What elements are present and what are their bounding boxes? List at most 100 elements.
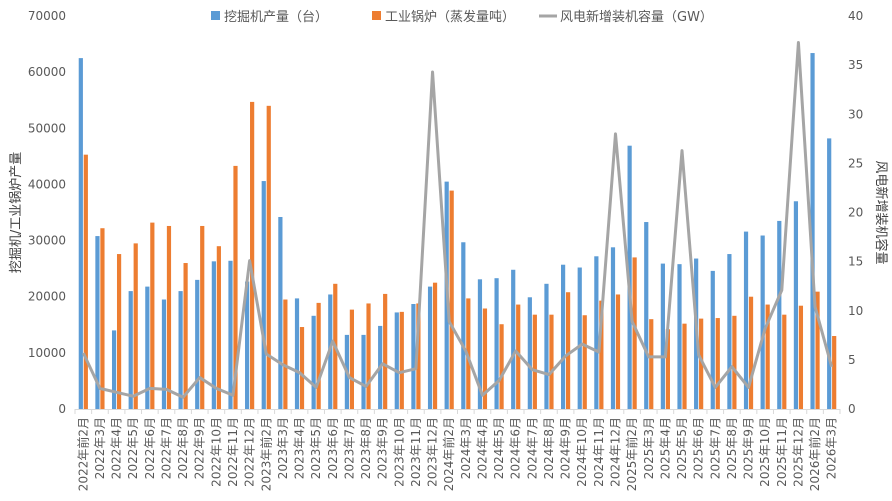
bar-boiler xyxy=(715,318,720,409)
x-tick-label: 2022年前2月 xyxy=(75,417,90,491)
bar-excavator xyxy=(228,260,233,409)
x-axis: 2022年前2月 2022年3月 2022年4月 2022年5月 2022年6月 2022… xyxy=(74,409,841,491)
right-tick-label: 30 xyxy=(848,107,863,121)
x-tick-label: 2024年9月 xyxy=(559,417,573,479)
right-tick-label: 35 xyxy=(848,58,863,72)
bar-boiler xyxy=(615,294,621,409)
bar-boiler xyxy=(100,228,105,409)
x-tick-label: 2025年7月 xyxy=(708,417,722,479)
bar-boiler xyxy=(316,302,321,409)
bar-excavator xyxy=(161,299,167,409)
bar-boiler xyxy=(549,314,554,409)
x-tick-label: 2022年8月 xyxy=(176,417,190,479)
right-tick-label: 25 xyxy=(848,156,863,170)
bar-excavator xyxy=(427,286,433,409)
bar-excavator xyxy=(577,267,582,409)
x-tick-label: 2025年10月 xyxy=(758,417,772,487)
left-tick-label: 0 xyxy=(58,402,66,416)
x-tick-label: 2024年前2月 xyxy=(441,417,456,491)
bar-boiler xyxy=(748,296,754,409)
x-tick-label: 2022年11月 xyxy=(226,417,240,487)
x-tick-label: 2022年3月 xyxy=(93,417,107,479)
x-tick-label: 2022年10月 xyxy=(209,417,223,487)
bar-excavator xyxy=(644,222,649,409)
x-tick-label: 2025年6月 xyxy=(692,417,706,479)
bar-excavator xyxy=(261,181,266,409)
bar-boiler xyxy=(632,257,637,409)
bar-boiler xyxy=(499,324,504,409)
bar-excavator xyxy=(793,201,799,409)
bar-boiler xyxy=(832,336,837,409)
bar-boiler xyxy=(383,293,388,409)
bar-excavator xyxy=(494,278,499,409)
bar-excavator xyxy=(810,53,815,410)
bar-excavator xyxy=(245,281,250,409)
x-tick-label: 2023年9月 xyxy=(376,417,390,479)
left-tick-label: 70000 xyxy=(28,9,66,23)
x-tick-label: 2023年3月 xyxy=(276,417,290,479)
right-tick-label: 0 xyxy=(848,402,856,416)
bar-excavator xyxy=(195,279,200,409)
bar-excavator xyxy=(677,264,682,409)
x-tick-label: 2023年8月 xyxy=(359,417,373,479)
bar-boiler xyxy=(349,309,354,409)
bar-excavator xyxy=(660,263,665,409)
x-tick-label: 2023年前2月 xyxy=(258,417,273,491)
x-tick-label: 2025年3月 xyxy=(642,417,656,479)
x-tick-label: 2022年6月 xyxy=(143,417,157,479)
x-tick-label: 2024年7月 xyxy=(525,417,539,479)
right-tick-label: 5 xyxy=(848,353,856,367)
x-tick-label: 2023年6月 xyxy=(326,417,340,479)
left-axis-title: 挖掘机/工业锅炉产量 xyxy=(8,152,24,273)
bar-excavator xyxy=(527,297,532,409)
x-tick-label: 2022年12月 xyxy=(243,417,257,487)
bar-excavator xyxy=(78,58,83,410)
bar-excavator xyxy=(361,334,366,409)
x-tick-label: 2022年4月 xyxy=(110,417,124,479)
line-wind-capacity xyxy=(81,41,834,399)
x-tick-label: 2024年8月 xyxy=(542,417,556,479)
bar-boiler xyxy=(798,305,804,409)
bar-boiler xyxy=(200,225,205,409)
x-tick-label: 2024年6月 xyxy=(509,417,523,479)
left-tick-label: 30000 xyxy=(28,234,66,248)
bar-boiler xyxy=(416,303,421,409)
bar-excavator xyxy=(511,269,516,409)
bar-excavator xyxy=(145,286,150,409)
x-tick-label: 2024年5月 xyxy=(492,417,506,479)
bar-excavator xyxy=(827,138,832,409)
bar-boiler xyxy=(366,303,371,409)
bar-boiler xyxy=(399,311,404,409)
x-tick-label: 2022年9月 xyxy=(193,417,207,479)
x-tick-label: 2024年3月 xyxy=(459,417,473,479)
x-tick-label: 2023年5月 xyxy=(309,417,323,479)
x-tick-label: 2025年前2月 xyxy=(624,417,639,491)
bar-excavator xyxy=(111,330,117,409)
left-axis: 0 10000 20000 30000 40000 50000 60000 70000 挖掘机/… xyxy=(8,9,66,416)
bar-excavator xyxy=(544,283,549,409)
bar-boiler xyxy=(599,300,604,409)
x-tick-label: 2024年4月 xyxy=(475,417,489,479)
bar-boiler xyxy=(516,304,521,409)
left-tick-label: 50000 xyxy=(28,121,66,135)
bar-boiler xyxy=(482,308,488,409)
bars-layer xyxy=(78,53,837,410)
left-tick-label: 20000 xyxy=(28,290,66,304)
line-layer xyxy=(81,41,834,399)
bar-boiler xyxy=(566,292,571,409)
bar-excavator xyxy=(211,261,216,409)
bar-boiler xyxy=(582,315,587,409)
legend-label: 挖掘机产量（台） xyxy=(224,10,328,25)
bar-excavator xyxy=(178,291,183,409)
left-tick-label: 40000 xyxy=(28,177,66,191)
bar-boiler xyxy=(250,101,255,410)
bar-excavator xyxy=(477,279,483,409)
right-tick-label: 20 xyxy=(848,206,863,220)
bar-boiler xyxy=(116,254,122,409)
bar-boiler xyxy=(133,243,138,409)
x-tick-label: 2023年11月 xyxy=(409,417,423,487)
bar-excavator xyxy=(594,256,599,409)
right-tick-label: 10 xyxy=(848,304,863,318)
